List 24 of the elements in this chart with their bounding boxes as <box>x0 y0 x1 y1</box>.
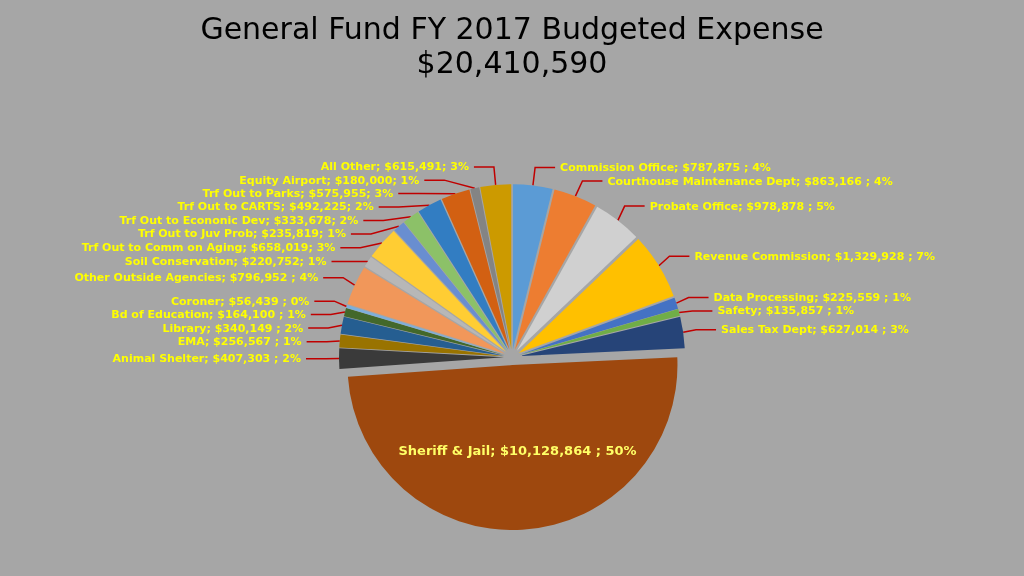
slice-label: Sheriff & Jail; $10,128,864 ; 50% <box>398 442 637 458</box>
slice-label: Trf Out to Parks; $575,955; 3% <box>202 186 394 200</box>
slice-label: Trf Out to Comm on Aging; $658,019; 3% <box>81 241 336 255</box>
slice-label: Animal Shelter; $407,303 ; 2% <box>112 352 302 366</box>
slice-label: Safety; $135,857 ; 1% <box>717 304 855 318</box>
slice-label: Revenue Commission; $1,329,928 ; 7% <box>694 249 936 263</box>
slice-label: EMA; $256,567 ; 1% <box>177 335 302 349</box>
slice-label: Probate Office; $978,878 ; 5% <box>649 199 835 213</box>
slice-label: Courthouse Maintenance Dept; $863,166 ; 4% <box>607 174 893 188</box>
slice-label: Trf Out to CARTS; $492,225; 2% <box>177 200 374 214</box>
chart-subtitle: $20,410,590 <box>416 44 608 80</box>
slice-label: Sales Tax Dept; $627,014 ; 3% <box>721 323 909 337</box>
slice-label: Bd of Education; $164,100 ; 1% <box>111 307 306 321</box>
slice-label: Equity Airport; $180,000; 1% <box>239 173 420 187</box>
slice-label: Soil Conservation; $220,752; 1% <box>124 255 327 269</box>
slice-label: Trf Out to Econonic Dev; $333,678; 2% <box>119 213 359 227</box>
slice-label: Trf Out to Juv Prob; $235,819; 1% <box>137 227 346 241</box>
slice-label: Library; $340,149 ; 2% <box>162 321 304 335</box>
slice-label: Other Outside Agencies; $796,952 ; 4% <box>74 271 319 285</box>
slice-label: Data Processing; $225,559 ; 1% <box>713 291 911 305</box>
chart-title: General Fund FY 2017 Budgeted Expense <box>200 10 824 46</box>
slice-label: All Other; $615,491; 3% <box>320 160 469 174</box>
slice-label: Commission Office; $787,875 ; 4% <box>560 161 771 175</box>
slice-label: Coroner; $56,439 ; 0% <box>170 294 310 308</box>
